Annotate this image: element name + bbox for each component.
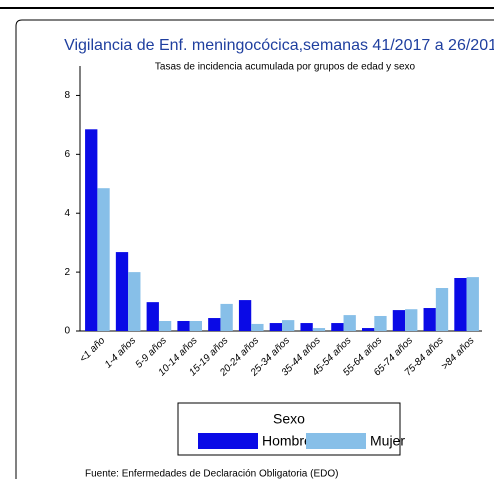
source: Fuente: Enfermedades de Declaración Obli… <box>85 469 338 479</box>
bar <box>85 129 98 331</box>
legend-title: Sexo <box>273 411 305 427</box>
bar <box>362 328 375 331</box>
bar <box>128 272 141 331</box>
bar <box>392 310 406 331</box>
bar <box>312 328 326 331</box>
bar <box>343 315 356 331</box>
x-tick-label: 1-4 años <box>103 335 138 370</box>
x-tick-label: >84 años <box>440 335 477 372</box>
bar <box>454 278 467 331</box>
bar <box>208 318 221 331</box>
bar <box>405 309 418 331</box>
bar <box>269 323 282 331</box>
y-tick-label: 2 <box>64 267 70 278</box>
y-tick-label: 4 <box>64 208 70 219</box>
bar <box>282 320 295 331</box>
bar <box>251 323 264 331</box>
bar <box>177 320 190 331</box>
bar <box>97 188 110 331</box>
bar <box>158 320 172 331</box>
y-tick-label: 6 <box>64 149 70 160</box>
bar <box>300 323 313 331</box>
bar <box>331 323 344 331</box>
x-tick-label: <1 año <box>78 335 108 365</box>
bar <box>435 288 449 331</box>
bar <box>220 303 233 331</box>
legend-label: Hombre <box>262 433 312 449</box>
bar <box>189 320 202 331</box>
legend-label: Mujer <box>370 433 405 449</box>
y-tick-label: 8 <box>64 90 70 101</box>
legend-swatch <box>306 433 366 449</box>
chart-subtitle: Tasas de incidencia acumulada por grupos… <box>155 62 416 73</box>
frame <box>15 19 494 479</box>
legend-swatch <box>198 433 258 449</box>
bar <box>146 302 159 331</box>
bar <box>374 315 387 331</box>
y-tick-label: 0 <box>64 326 70 337</box>
bar <box>115 252 129 331</box>
bar <box>423 308 436 331</box>
chart-title: Vigilancia de Enf. meningocócica,semanas… <box>64 37 494 54</box>
bar <box>466 277 479 331</box>
bar <box>238 300 252 331</box>
